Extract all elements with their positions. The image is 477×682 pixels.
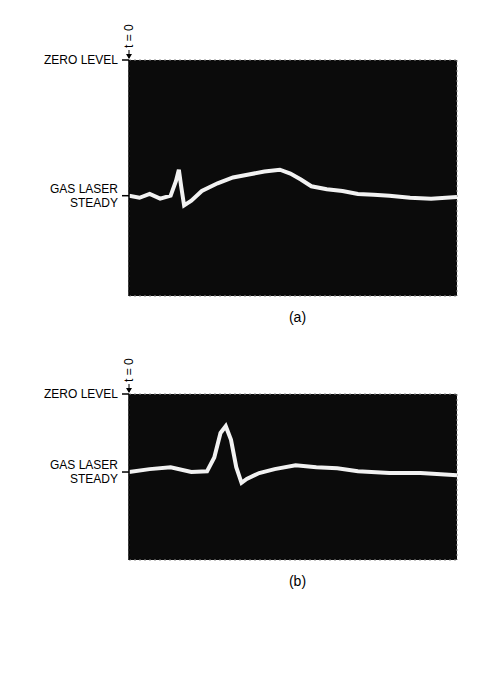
svg-text:GAS LASERSTEADY: GAS LASERSTEADY: [49, 458, 117, 486]
svg-text:t = 0: t = 0: [122, 358, 136, 382]
html-text:(b): (b): [288, 573, 307, 589]
html-text:(a): (a): [288, 309, 307, 325]
svg-text:ZERO LEVEL: ZERO LEVEL: [43, 387, 117, 401]
svg-text:ZERO LEVEL: ZERO LEVEL: [43, 53, 117, 67]
svg-text:GAS LASERSTEADY: GAS LASERSTEADY: [49, 182, 117, 210]
svg-text:t = 0: t = 0: [122, 24, 136, 48]
